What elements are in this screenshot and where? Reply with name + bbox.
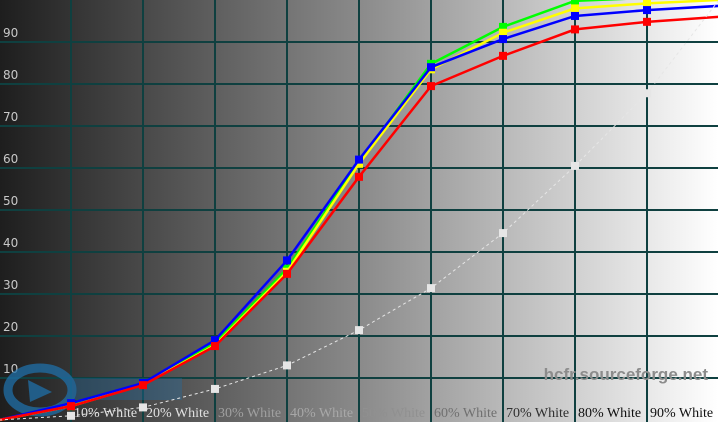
series-point	[355, 326, 363, 335]
x-tick-label: 60% White	[434, 406, 497, 421]
series-point	[571, 0, 579, 5]
y-tick-label: 50	[3, 194, 18, 208]
series-point	[67, 411, 75, 420]
series-point	[67, 402, 75, 411]
y-tick-label: 60	[3, 152, 18, 166]
series-point	[571, 161, 579, 170]
x-tick-label: 10% White	[74, 406, 137, 421]
series-point	[571, 4, 579, 13]
series-point	[139, 403, 147, 412]
series-point	[499, 35, 507, 44]
series-point	[499, 51, 507, 60]
series-point	[499, 28, 507, 37]
series-point	[643, 6, 651, 15]
series-point	[283, 361, 291, 370]
y-tick-label: 70	[3, 110, 18, 124]
series-point	[283, 269, 291, 278]
series-point	[355, 172, 363, 181]
x-tick-label: 80% White	[578, 406, 641, 421]
series-point	[643, 0, 651, 8]
series-point	[211, 342, 219, 351]
series-point	[499, 229, 507, 238]
x-tick-label: 50% White	[362, 406, 425, 421]
x-tick-label: 20% White	[146, 406, 209, 421]
series-point	[211, 384, 219, 393]
series-point	[427, 284, 435, 293]
x-tick-label: 30% White	[218, 406, 281, 421]
series-point	[211, 336, 219, 345]
series-point	[499, 22, 507, 31]
x-tick-label: 70% White	[506, 406, 569, 421]
series-point	[643, 17, 651, 26]
x-tick-label: 90% White	[650, 406, 713, 421]
x-tick-label: 40% White	[290, 406, 353, 421]
series-point	[643, 89, 651, 98]
y-tick-label: 90	[3, 26, 18, 40]
series-point	[283, 256, 291, 265]
series-point	[571, 25, 579, 34]
series-point	[571, 11, 579, 20]
series-point	[139, 381, 147, 390]
site-watermark: hcfr.sourceforge.net	[544, 365, 709, 384]
y-tick-label: 80	[3, 68, 18, 82]
series-point	[427, 63, 435, 72]
y-tick-label: 40	[3, 236, 18, 250]
series-point	[355, 155, 363, 164]
series-point	[427, 82, 435, 91]
y-tick-label: 30	[3, 278, 18, 292]
series-point	[355, 159, 363, 168]
y-tick-label: 20	[3, 320, 18, 334]
